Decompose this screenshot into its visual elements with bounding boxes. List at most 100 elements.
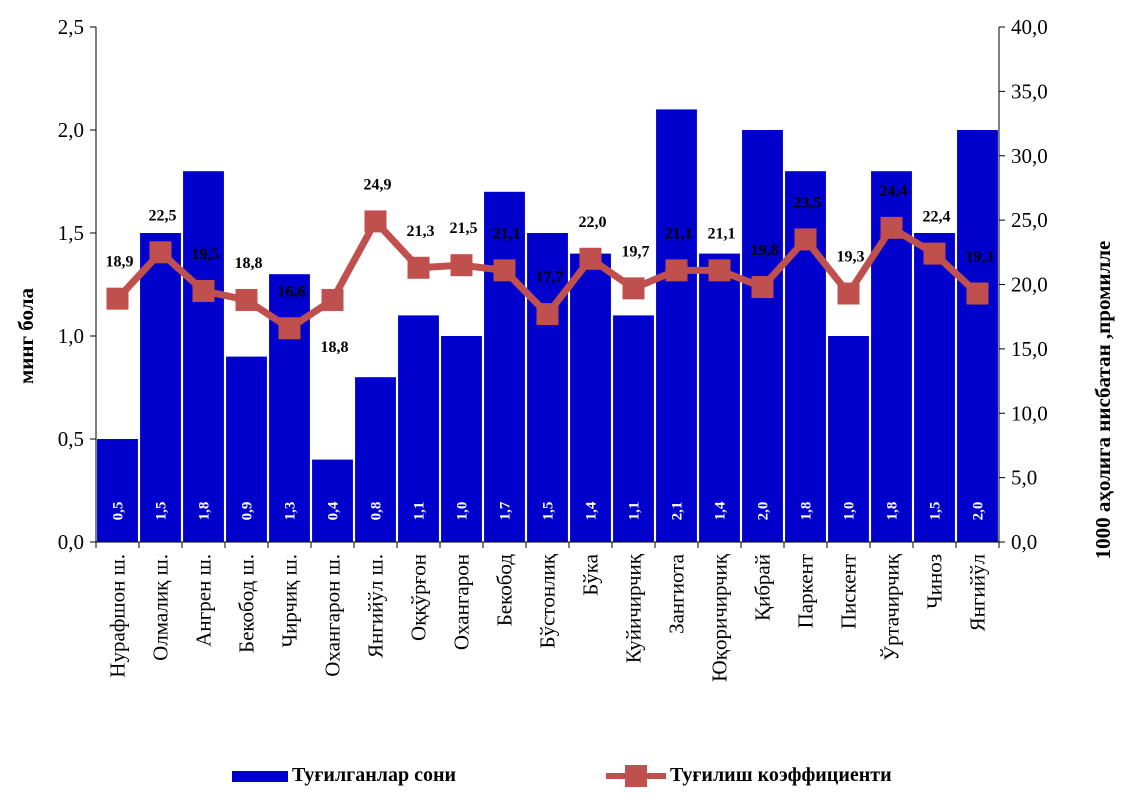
right-tick-label: 0,0 — [1011, 530, 1037, 554]
line-marker — [279, 317, 301, 339]
bar-data-labels: 0,5 1,5 1,8 0,9 1,3 0,4 0,8 1,1 1,0 1,7 1,5 1,4 1,1 2… — [111, 501, 987, 520]
category-label: Бекобод ш. — [235, 554, 259, 653]
line-marker — [666, 259, 688, 281]
bar-data-label: 1,8 — [799, 502, 815, 521]
right-tick-label: 25,0 — [1011, 208, 1048, 232]
line-marker — [107, 288, 129, 310]
left-tick-label: 0,5 — [58, 427, 84, 451]
line-marker — [881, 217, 903, 239]
legend-line-marker — [625, 765, 647, 787]
right-tick-label: 40,0 — [1011, 15, 1048, 39]
bar-data-label: 0,4 — [326, 501, 342, 520]
right-tick-label: 30,0 — [1011, 144, 1048, 168]
line-marker — [408, 257, 430, 279]
bar-data-label: 1,1 — [412, 502, 428, 521]
right-tick-label: 5,0 — [1011, 466, 1037, 490]
left-tick-label: 2,5 — [58, 15, 84, 39]
category-label: Чиноз — [923, 554, 947, 609]
bar-data-label: 1,1 — [627, 502, 643, 521]
line-marker — [451, 254, 473, 276]
category-labels: Нурафшон ш. Олмалиқ ш. Ангрен ш. Бекобод ш.… — [96, 542, 999, 682]
line-data-label: 18,8 — [321, 339, 349, 356]
bar — [914, 233, 955, 542]
bar-series — [97, 109, 998, 542]
legend: Туғилганлар сони Туғилиш коэффициенти — [232, 764, 892, 787]
bar-data-label: 0,9 — [240, 502, 256, 521]
line-marker — [537, 303, 559, 325]
bar — [140, 233, 181, 542]
line-marker — [709, 259, 731, 281]
line-data-label: 21,1 — [665, 225, 693, 242]
bar — [97, 439, 138, 542]
line-marker — [924, 243, 946, 265]
bar-data-label: 1,0 — [842, 502, 858, 521]
line-data-label: 21,1 — [708, 225, 736, 242]
line-data-label: 16,6 — [278, 283, 306, 300]
line-data-label: 24,9 — [364, 176, 392, 193]
bar-data-label: 1,8 — [885, 502, 901, 521]
bar-data-label: 0,5 — [111, 502, 127, 521]
legend-bar-swatch — [232, 771, 288, 782]
line-data-label: 22,4 — [923, 209, 951, 226]
line-data-label: 21,5 — [450, 220, 478, 237]
right-axis-title: 1000 аҳолига нисбатан ,промилле — [1091, 241, 1115, 560]
category-label: Оққўрғон — [407, 554, 431, 641]
category-label: Охангарон ш. — [321, 554, 345, 677]
bar — [183, 171, 224, 542]
category-label: Бекобод — [493, 554, 517, 627]
left-axis-title: минг бола — [14, 287, 38, 384]
category-label: Зангиота — [665, 553, 689, 634]
legend-line-label: Туғилиш коэффициенти — [670, 764, 892, 786]
category-label: Ангрен ш. — [192, 554, 216, 647]
bar-data-label: 1,5 — [541, 502, 557, 521]
category-label: Нурафшон ш. — [106, 554, 130, 678]
category-label: Паркент — [794, 554, 818, 628]
bar — [785, 171, 826, 542]
line-marker — [236, 289, 258, 311]
line-marker — [193, 280, 215, 302]
line-marker — [322, 289, 344, 311]
left-tick-label: 2,0 — [58, 118, 84, 142]
line-data-label: 22,5 — [149, 207, 177, 224]
category-label: Бўка — [579, 553, 603, 595]
line-data-label: 23,5 — [794, 194, 822, 211]
category-label: Олмалиқ ш. — [149, 554, 173, 661]
line-data-label: 18,9 — [106, 254, 134, 271]
line-data-label: 19,5 — [192, 246, 220, 263]
line-marker — [752, 276, 774, 298]
line-data-label: 19,8 — [751, 242, 779, 259]
bar — [742, 130, 783, 542]
line-marker — [580, 248, 602, 270]
right-tick-label: 35,0 — [1011, 79, 1048, 103]
category-label: Охангарон — [450, 554, 474, 650]
line-marker — [365, 210, 387, 232]
line-data-label: 17,7 — [536, 269, 564, 286]
line-data-label: 18,8 — [235, 255, 263, 272]
line-data-label: 19,3 — [966, 249, 994, 266]
legend-bar-label: Туғилганлар сони — [292, 764, 456, 786]
line-marker — [150, 241, 172, 263]
right-tick-label: 20,0 — [1011, 273, 1048, 297]
bar-data-label: 1,0 — [455, 502, 471, 521]
left-tick-label: 0,0 — [58, 530, 84, 554]
category-label: Пискент — [837, 554, 861, 629]
right-tick-label: 15,0 — [1011, 337, 1048, 361]
bar-data-label: 2,0 — [756, 502, 772, 521]
bar — [570, 254, 611, 542]
bar-data-label: 1,4 — [584, 501, 600, 520]
category-label: Куйичирчиқ — [622, 553, 646, 663]
bar — [699, 254, 740, 542]
line-data-label: 22,0 — [579, 214, 607, 231]
line-marker — [967, 283, 989, 305]
line-marker — [795, 228, 817, 250]
bar-data-label: 2,0 — [971, 502, 987, 521]
bar — [656, 109, 697, 542]
bar-data-label: 1,7 — [498, 501, 514, 520]
bar-data-label: 0,8 — [369, 502, 385, 521]
left-axis-ticks: 0,0 0,5 1,0 1,5 2,0 2,5 — [58, 15, 96, 554]
line-data-label: 19,7 — [622, 243, 650, 260]
category-label: Ўртачирчиқ — [880, 553, 904, 661]
line-data-label: 19,3 — [837, 249, 865, 266]
